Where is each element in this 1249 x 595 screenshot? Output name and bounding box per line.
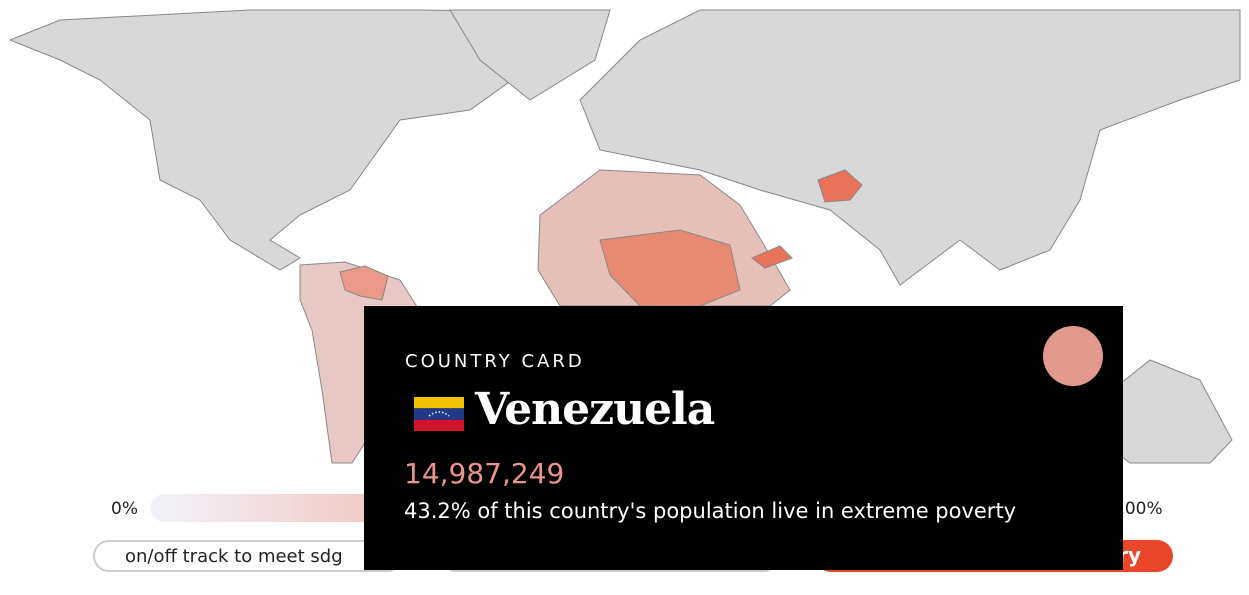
sahel: [599, 229, 741, 307]
greenland: [449, 9, 611, 101]
close-dot[interactable]: [1043, 326, 1103, 386]
afghanistan: [817, 169, 863, 203]
country-name: Venezuela: [475, 384, 715, 435]
world-map: [8, 9, 1241, 464]
yemen: [751, 245, 793, 269]
legend-max: 100%: [1114, 499, 1163, 519]
north-america: [8, 9, 561, 271]
track-button[interactable]: on/off track to meet sdg: [93, 540, 403, 572]
flag: [414, 397, 464, 431]
population: 14,987,249: [404, 457, 565, 490]
card-eyebrow: COUNTRY CARD: [405, 351, 585, 372]
legend-min: 0%: [111, 499, 138, 519]
eurasia: [579, 9, 1241, 286]
country-card: COUNTRY CARD Venezuela 14,987,249 43.2% …: [364, 306, 1123, 570]
venezuela: [339, 265, 389, 301]
description: 43.2% of this country's population live …: [404, 499, 1017, 523]
